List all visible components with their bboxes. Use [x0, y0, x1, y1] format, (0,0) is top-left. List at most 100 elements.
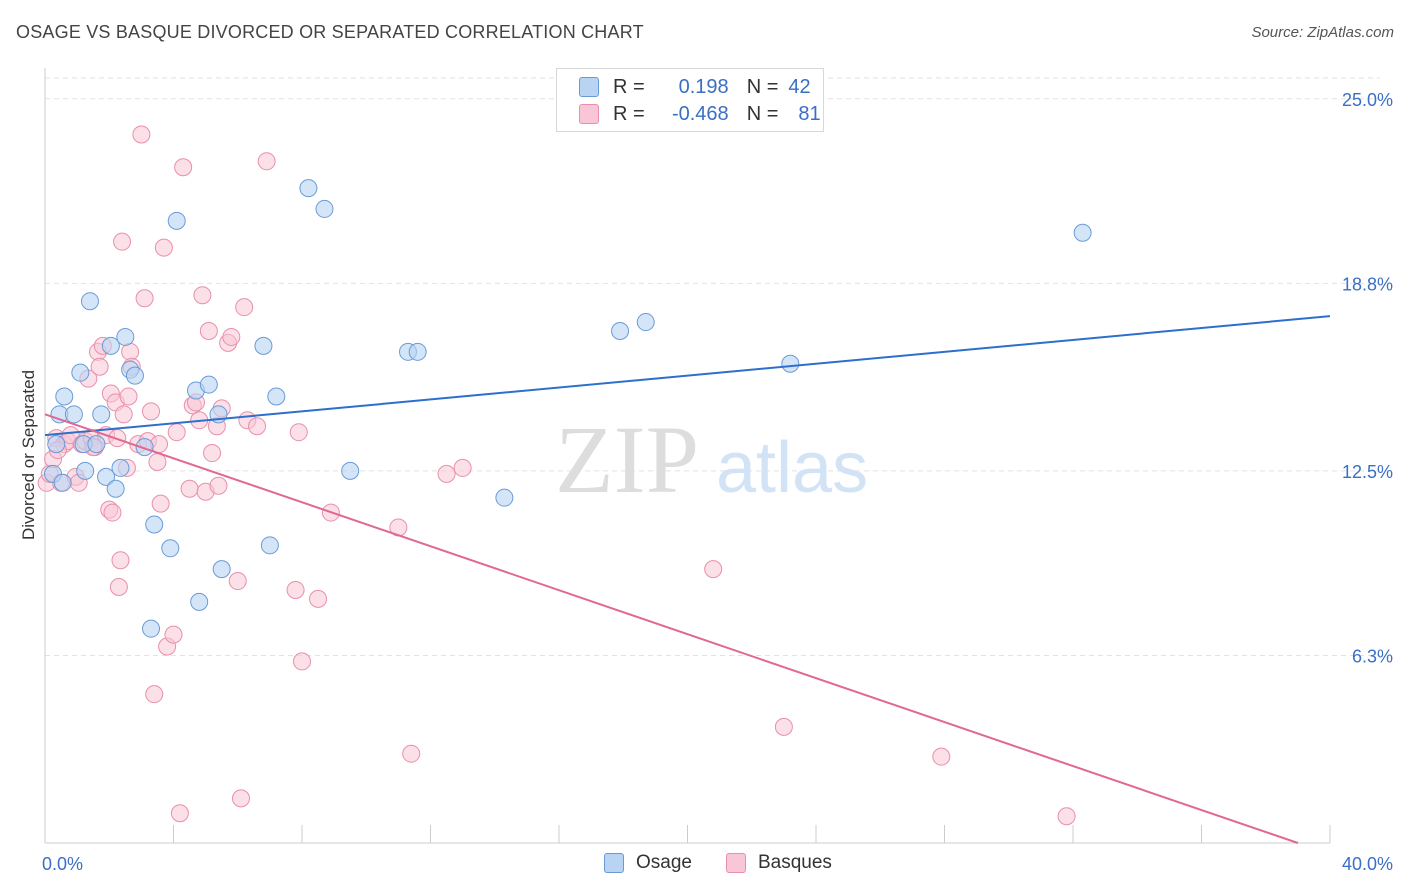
basques-point: [119, 387, 138, 406]
basques-point: [142, 402, 161, 421]
basques-point: [148, 452, 167, 471]
x-tick-label: 40.0%: [1342, 854, 1393, 874]
basques-point: [145, 685, 164, 704]
watermark-atlas: atlas: [716, 428, 868, 508]
basques-point: [309, 589, 328, 608]
osage-point: [116, 327, 135, 346]
y-axis-label: Divorced or Separated: [19, 370, 38, 540]
basques-point: [164, 625, 183, 644]
osage-point: [254, 336, 273, 355]
basques-r-value: -0.468: [671, 102, 729, 125]
basques-point: [90, 357, 109, 376]
legend-row-basques: R = -0.468 N = 81: [579, 102, 821, 126]
osage-point: [260, 536, 279, 555]
basques-point: [151, 494, 170, 513]
basques-point: [193, 286, 212, 305]
y-tick-labels: 6.3% 12.5% 18.8% 25.0%: [1342, 90, 1393, 667]
bottom-legend: Osage Basques: [604, 852, 866, 874]
osage-point: [315, 199, 334, 218]
basques-point: [199, 321, 218, 340]
legend-box: R = 0.198 N = 42 R = -0.468 N = 81: [556, 68, 824, 132]
basques-n-value: 81: [798, 102, 821, 125]
basques-n-label: N =: [746, 102, 779, 125]
basques-legend-swatch: [725, 853, 746, 873]
bottom-legend-basques: Basques: [725, 852, 832, 874]
osage-point: [101, 336, 120, 355]
basques-point: [121, 342, 140, 361]
basques-point: [289, 423, 308, 442]
basques-point: [180, 479, 199, 498]
osage-swatch: [579, 77, 599, 97]
basques-point: [203, 444, 222, 463]
y-tick-label: 25.0%: [1342, 90, 1393, 110]
osage-point: [611, 321, 630, 340]
basques-point: [103, 503, 122, 522]
osage-point: [161, 539, 180, 558]
osage-n-label: N =: [746, 75, 779, 98]
basques-point: [109, 577, 128, 596]
osage-point: [87, 435, 106, 454]
basques-point: [114, 405, 133, 424]
basques-point: [286, 580, 305, 599]
source-label: Source: ZipAtlas.com: [1251, 24, 1394, 41]
bottom-legend-osage: Osage: [604, 852, 692, 874]
osage-point: [299, 179, 318, 198]
osage-r-value: 0.198: [678, 75, 729, 98]
basques-point: [932, 747, 951, 766]
basques-point: [248, 417, 267, 436]
y-tick-label: 12.5%: [1342, 462, 1393, 482]
basques-point: [222, 327, 241, 346]
osage-point: [495, 488, 514, 507]
osage-point: [55, 387, 74, 406]
osage-point: [106, 479, 125, 498]
basques-point: [167, 423, 186, 442]
osage-point: [145, 515, 164, 534]
basques-point: [228, 572, 247, 591]
osage-point: [47, 435, 66, 454]
basques-point: [437, 464, 456, 483]
basques-point: [402, 744, 421, 763]
basques-point: [170, 804, 189, 823]
basques-point: [135, 289, 154, 308]
osage-point: [53, 473, 72, 492]
osage-point: [212, 560, 231, 579]
osage-point: [97, 467, 116, 486]
osage-point: [125, 366, 144, 385]
osage-point: [190, 592, 209, 611]
osage-point: [267, 387, 286, 406]
osage-legend-swatch: [604, 853, 624, 873]
basques-r-label: R =: [613, 102, 645, 125]
basques-point: [154, 238, 173, 257]
osage-point: [1073, 223, 1092, 242]
basques-point: [293, 652, 311, 671]
osage-point: [408, 342, 427, 361]
basques-point: [150, 435, 169, 454]
osage-point: [76, 461, 95, 480]
basques-swatch: [579, 104, 599, 124]
y-tick-label: 6.3%: [1352, 646, 1393, 666]
osage-point: [142, 619, 161, 638]
osage-point: [636, 313, 655, 332]
osage-point: [64, 405, 83, 424]
basques-point: [1057, 807, 1076, 826]
osage-point: [92, 405, 111, 424]
basques-point: [774, 717, 793, 736]
basques-point: [111, 551, 130, 570]
x-tick-labels: 0.0% 40.0%: [42, 854, 1393, 874]
osage-trend-line: [44, 315, 1331, 437]
watermark-zip: ZIP: [555, 406, 699, 513]
osage-point: [167, 211, 186, 230]
osage-legend-label: Osage: [636, 852, 692, 873]
x-tick-label: 0.0%: [42, 854, 83, 874]
basques-point: [132, 125, 151, 144]
basques-point: [453, 458, 472, 477]
basques-legend-label: Basques: [757, 852, 832, 873]
osage-r-label: R =: [613, 75, 645, 98]
trend-lines: [44, 315, 1331, 844]
osage-point: [71, 363, 90, 382]
legend-row-osage: R = 0.198 N = 42: [579, 75, 811, 99]
basques-point: [231, 789, 250, 808]
osage-n-value: 42: [788, 75, 811, 98]
osage-point: [781, 354, 800, 373]
